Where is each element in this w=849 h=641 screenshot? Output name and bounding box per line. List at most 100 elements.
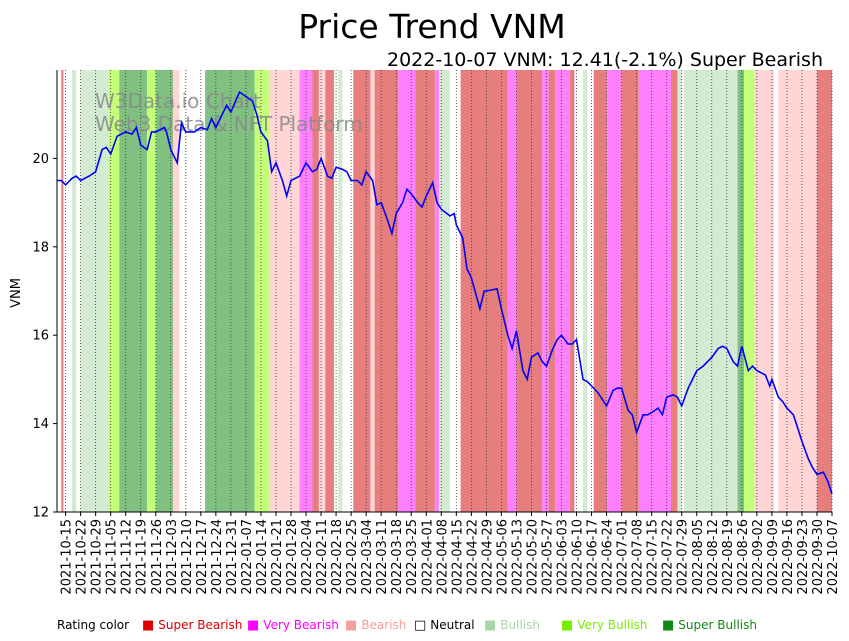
legend-item-very-bullish: ■ Very Bullish [561, 618, 648, 633]
rating-band [593, 70, 607, 512]
x-tick-label: 2022-05-13 [510, 519, 525, 595]
x-tick-label: 2022-02-18 [330, 519, 345, 595]
rating-band [507, 70, 517, 512]
rating-band [299, 70, 313, 512]
legend-item-super-bearish: ■ Super Bearish [142, 618, 242, 633]
x-tick-label: 2022-01-21 [270, 519, 285, 595]
rating-band [516, 70, 543, 512]
x-tick-label: 2021-12-31 [225, 519, 240, 595]
legend-label: Very Bullish [577, 618, 648, 632]
rating-band [434, 70, 440, 512]
rating-band [108, 70, 120, 512]
rating-band [72, 70, 77, 512]
rating-band [542, 70, 549, 512]
y-axis-ticks: 12 14 16 18 20 [32, 152, 57, 521]
legend-item-neutral: □ Neutral [414, 618, 475, 633]
rating-band [205, 70, 255, 512]
chart-title: Price Trend VNM [298, 7, 566, 46]
x-tick-label: 2022-01-07 [240, 519, 255, 595]
legend-item-very-bearish: ■ Very Bearish [247, 618, 339, 633]
x-tick-label: 2021-11-12 [120, 519, 135, 595]
legend-swatch: ■ [345, 618, 358, 633]
x-tick-label: 2022-03-25 [405, 519, 420, 595]
rating-band [147, 70, 156, 512]
x-tick-label: 2022-07-01 [616, 519, 631, 595]
rating-band [312, 70, 319, 512]
x-tick-label: 2021-12-10 [180, 519, 195, 595]
x-tick-label: 2022-06-24 [601, 519, 616, 595]
x-tick-label: 2022-04-29 [480, 519, 495, 595]
x-tick-label: 2022-10-07 [826, 519, 841, 595]
legend-item-super-bullish: ■ Super Bullish [662, 618, 757, 633]
x-tick-label: 2022-03-11 [375, 519, 390, 595]
watermark: W3Data.io Chart Web3 Data & NFT Platform [95, 89, 363, 136]
legend-item-bearish: ■ Bearish [345, 618, 406, 633]
rating-band [683, 70, 738, 512]
rating-band [318, 70, 326, 512]
rating-band [269, 70, 289, 512]
x-tick-label: 2021-12-24 [210, 519, 225, 595]
x-tick-label: 2021-10-15 [60, 519, 75, 595]
x-tick-label: 2021-10-29 [90, 519, 105, 595]
x-tick-label: 2022-03-04 [360, 519, 375, 595]
rating-band [778, 70, 817, 512]
y-tick-label: 12 [32, 506, 49, 521]
x-tick-label: 2021-11-05 [105, 519, 120, 595]
x-tick-label: 2021-12-17 [195, 519, 210, 595]
legend-title: Rating color [57, 618, 130, 632]
rating-band [374, 70, 399, 512]
x-tick-label: 2022-08-12 [706, 519, 721, 595]
x-tick-label: 2022-08-26 [736, 519, 751, 595]
x-tick-label: 2022-07-29 [676, 519, 691, 595]
x-tick-label: 2022-08-19 [721, 519, 736, 595]
x-tick-label: 2022-09-30 [811, 519, 826, 595]
rating-band [288, 70, 300, 512]
x-tick-label: 2022-02-04 [300, 519, 315, 595]
watermark-line-1: W3Data.io Chart [95, 89, 261, 113]
y-tick-label: 16 [32, 329, 49, 344]
x-tick-label: 2022-07-08 [631, 519, 646, 595]
x-tick-label: 2022-01-28 [285, 519, 300, 595]
rating-band [80, 70, 109, 512]
x-tick-label: 2022-02-11 [315, 519, 330, 595]
rating-band [548, 70, 556, 512]
x-tick-label: 2022-06-17 [586, 519, 601, 595]
legend-label: Bullish [500, 618, 540, 632]
chart-subtitle: 2022-10-07 VNM: 12.41(-2.1%) Super Beari… [387, 49, 823, 71]
rating-band [754, 70, 775, 512]
rating-band [570, 70, 575, 512]
x-tick-label: 2022-06-10 [571, 519, 586, 595]
rating-band [415, 70, 435, 512]
x-tick-label: 2022-04-08 [435, 519, 450, 595]
legend-item-bullish: ■ Bullish [484, 618, 540, 633]
rating-band [254, 70, 270, 512]
x-tick-label: 2022-03-18 [390, 519, 405, 595]
rating-band [353, 70, 371, 512]
legend-swatch: ■ [561, 618, 574, 633]
x-tick-label: 2021-12-03 [165, 519, 180, 595]
rating-bands [61, 70, 832, 512]
x-tick-label: 2022-07-15 [646, 519, 661, 595]
rating-band [61, 70, 64, 512]
rating-band [338, 70, 343, 512]
legend-swatch: ■ [662, 618, 675, 633]
legend-label: Neutral [430, 618, 475, 632]
legend-label: Super Bearish [158, 618, 243, 632]
x-tick-label: 2022-05-06 [495, 519, 510, 595]
x-tick-label: 2022-05-27 [541, 519, 556, 595]
rating-band [677, 70, 682, 512]
legend-swatch: ■ [484, 618, 497, 633]
rating-band [737, 70, 744, 512]
legend-swatch: ■ [247, 618, 260, 633]
rating-band [606, 70, 622, 512]
rating-band [119, 70, 148, 512]
x-tick-label: 2022-08-05 [691, 519, 706, 595]
x-tick-label: 2022-09-09 [766, 519, 781, 595]
x-tick-label: 2022-01-14 [255, 519, 270, 595]
rating-band [370, 70, 375, 512]
y-tick-label: 14 [32, 417, 49, 432]
y-tick-label: 20 [32, 152, 49, 167]
y-axis-label: VNM [9, 278, 24, 308]
x-tick-label: 2021-11-26 [150, 519, 165, 595]
x-axis-ticks: 2021-10-15 2021-10-22 2021-10-29 2021-11-05… [60, 512, 841, 595]
